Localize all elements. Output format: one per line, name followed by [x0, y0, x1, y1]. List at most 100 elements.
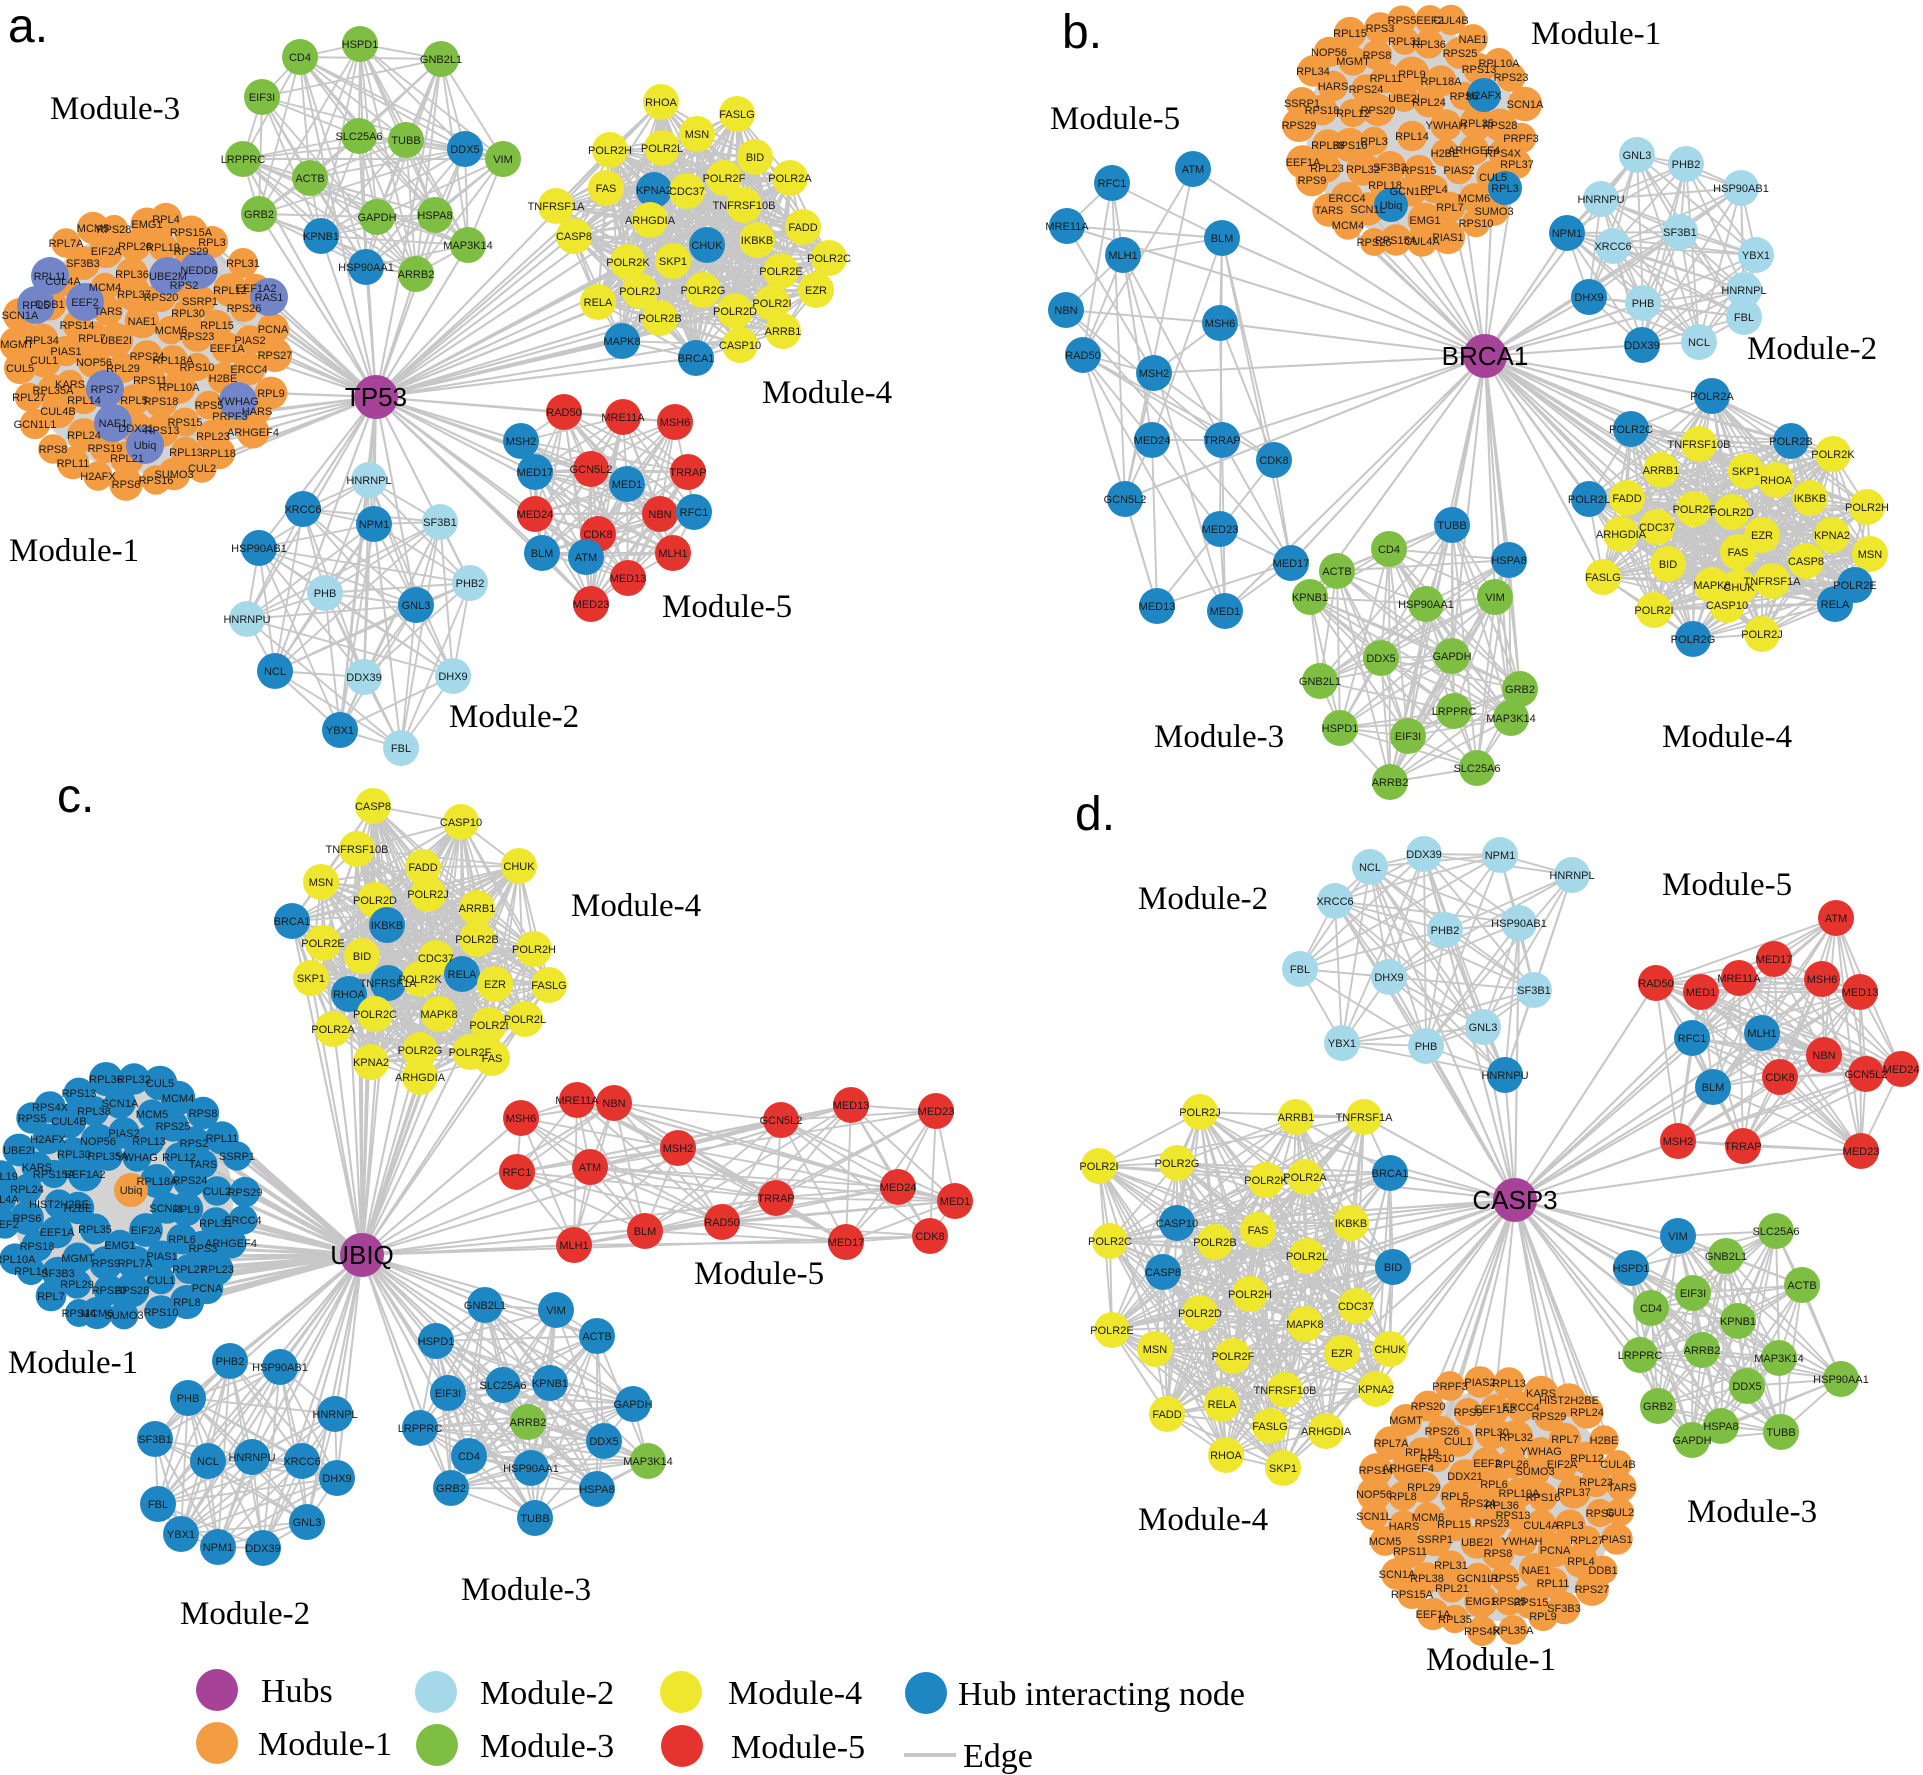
- svg-text:SLC25A6: SLC25A6: [479, 1380, 526, 1392]
- svg-text:LRPPRC: LRPPRC: [1618, 1350, 1663, 1362]
- svg-text:RPS16: RPS16: [139, 475, 174, 487]
- svg-text:RPL21: RPL21: [110, 453, 144, 465]
- svg-text:RPS25: RPS25: [1492, 1596, 1527, 1608]
- svg-text:HSP90AB1: HSP90AB1: [1491, 918, 1547, 930]
- svg-text:MSN: MSN: [309, 877, 334, 889]
- svg-text:Module-2: Module-2: [449, 699, 579, 735]
- svg-text:RPL18: RPL18: [202, 448, 236, 460]
- svg-text:NBN: NBN: [1812, 1050, 1835, 1062]
- svg-text:POLR2G: POLR2G: [1671, 634, 1716, 646]
- svg-text:RPL34: RPL34: [25, 335, 59, 347]
- svg-text:RPL27: RPL27: [172, 1264, 206, 1276]
- svg-text:RPS5: RPS5: [1388, 15, 1417, 27]
- svg-text:POLR2B: POLR2B: [455, 934, 498, 946]
- svg-text:RPS25: RPS25: [1443, 48, 1478, 60]
- svg-text:CUL4A: CUL4A: [1523, 1520, 1559, 1532]
- svg-text:TNFRSF10B: TNFRSF10B: [713, 200, 776, 212]
- svg-text:MED17: MED17: [1756, 954, 1793, 966]
- svg-text:ERCC4: ERCC4: [1328, 193, 1365, 205]
- svg-text:EEF2: EEF2: [0, 1219, 19, 1231]
- svg-text:SSRP1: SSRP1: [1284, 98, 1320, 110]
- svg-text:EIF2A: EIF2A: [131, 1225, 162, 1237]
- svg-text:RFC1: RFC1: [1678, 1033, 1707, 1045]
- svg-text:RHOA: RHOA: [1760, 475, 1792, 487]
- svg-text:POLR2F: POLR2F: [1212, 1351, 1255, 1363]
- svg-text:c.: c.: [57, 770, 94, 823]
- svg-text:EZR: EZR: [1751, 530, 1773, 542]
- svg-text:GNL3: GNL3: [1623, 150, 1652, 162]
- svg-text:PHB2: PHB2: [1431, 925, 1460, 937]
- svg-text:RPL38: RPL38: [1311, 140, 1345, 152]
- svg-text:SKP1: SKP1: [659, 256, 687, 268]
- svg-text:ARHGDIA: ARHGDIA: [625, 215, 676, 227]
- svg-text:MCM4: MCM4: [89, 282, 121, 294]
- svg-text:MED24: MED24: [880, 1182, 917, 1194]
- svg-text:RPS23: RPS23: [1475, 1518, 1510, 1530]
- svg-text:POLR2D: POLR2D: [353, 895, 397, 907]
- svg-text:EIF3I: EIF3I: [435, 1388, 461, 1400]
- svg-text:Module-2: Module-2: [480, 1675, 614, 1712]
- svg-text:RPL7A: RPL7A: [1374, 1438, 1410, 1450]
- svg-text:HSPA8: HSPA8: [417, 210, 452, 222]
- svg-text:RPL32: RPL32: [117, 1074, 151, 1086]
- svg-text:YWHAG: YWHAG: [116, 1152, 158, 1164]
- svg-text:RPS25: RPS25: [156, 1121, 191, 1133]
- svg-text:SCN1A: SCN1A: [1379, 1569, 1416, 1581]
- svg-text:Module-3: Module-3: [461, 1572, 591, 1608]
- svg-text:RAD50: RAD50: [546, 407, 581, 419]
- svg-text:PIAS2: PIAS2: [1464, 1377, 1495, 1389]
- svg-text:BID: BID: [1659, 559, 1677, 571]
- svg-text:POLR2A: POLR2A: [311, 1024, 355, 1036]
- svg-text:HSP90AA1: HSP90AA1: [1398, 599, 1454, 611]
- svg-text:RPS15: RPS15: [1402, 165, 1437, 177]
- svg-text:CUL1: CUL1: [1444, 1436, 1472, 1448]
- svg-text:RPS18: RPS18: [144, 396, 179, 408]
- svg-text:MED1: MED1: [1686, 987, 1717, 999]
- svg-text:Module-3: Module-3: [1154, 719, 1284, 755]
- svg-text:RPL21: RPL21: [1435, 1583, 1469, 1595]
- svg-text:Module-5: Module-5: [662, 589, 792, 625]
- svg-text:MED24: MED24: [517, 509, 554, 521]
- svg-text:CUL4B: CUL4B: [1600, 1459, 1635, 1471]
- svg-text:CUL4B: CUL4B: [51, 1116, 86, 1128]
- svg-text:MRE11A: MRE11A: [1717, 973, 1761, 985]
- svg-text:RPS26: RPS26: [1425, 1426, 1460, 1438]
- svg-text:GRB2: GRB2: [1643, 1401, 1673, 1413]
- svg-text:FADD: FADD: [1152, 1409, 1181, 1421]
- svg-text:MED23: MED23: [573, 599, 610, 611]
- svg-text:RPL7: RPL7: [1551, 1434, 1579, 1446]
- svg-text:BRCA1: BRCA1: [1442, 341, 1529, 371]
- svg-text:RPL38: RPL38: [1410, 1573, 1444, 1585]
- svg-text:BRCA1: BRCA1: [274, 916, 311, 928]
- svg-text:SCN1L: SCN1L: [1356, 1511, 1391, 1523]
- svg-text:RPL18A: RPL18A: [153, 355, 195, 367]
- svg-text:RPS8: RPS8: [1484, 1548, 1513, 1560]
- svg-text:RPS2: RPS2: [170, 280, 199, 292]
- svg-text:RPS18: RPS18: [1305, 105, 1340, 117]
- svg-text:RPS6: RPS6: [13, 1213, 42, 1225]
- svg-text:CUL2: CUL2: [1606, 1507, 1634, 1519]
- svg-text:RAS1: RAS1: [255, 292, 284, 304]
- svg-text:EMG1: EMG1: [131, 219, 162, 231]
- svg-text:ARRB2: ARRB2: [398, 269, 435, 281]
- svg-text:RPS13: RPS13: [1462, 64, 1497, 76]
- svg-text:RPS28: RPS28: [115, 1285, 150, 1297]
- svg-text:RPS11: RPS11: [133, 375, 167, 387]
- svg-text:RPL10A: RPL10A: [0, 1254, 36, 1266]
- svg-text:Module-5: Module-5: [731, 1729, 865, 1766]
- svg-text:RPL7A: RPL7A: [118, 1258, 154, 1270]
- svg-text:Ubiq: Ubiq: [1380, 200, 1403, 212]
- svg-text:RPS6: RPS6: [1450, 91, 1479, 103]
- svg-text:YBX1: YBX1: [1742, 250, 1770, 262]
- svg-text:TARS: TARS: [189, 1159, 218, 1171]
- svg-text:POLR2I: POLR2I: [469, 1020, 508, 1032]
- svg-text:RPS27: RPS27: [1575, 1584, 1610, 1596]
- svg-text:RELA: RELA: [1208, 1399, 1237, 1411]
- svg-text:POLR2G: POLR2G: [398, 1045, 443, 1057]
- svg-text:RPL27: RPL27: [1570, 1535, 1604, 1547]
- svg-text:POLR2J: POLR2J: [1179, 1107, 1221, 1119]
- svg-text:RPL11: RPL11: [1370, 73, 1403, 85]
- svg-text:DDB1: DDB1: [35, 299, 64, 311]
- svg-text:RPL18: RPL18: [1368, 180, 1402, 192]
- svg-text:CUL1: CUL1: [147, 1275, 175, 1287]
